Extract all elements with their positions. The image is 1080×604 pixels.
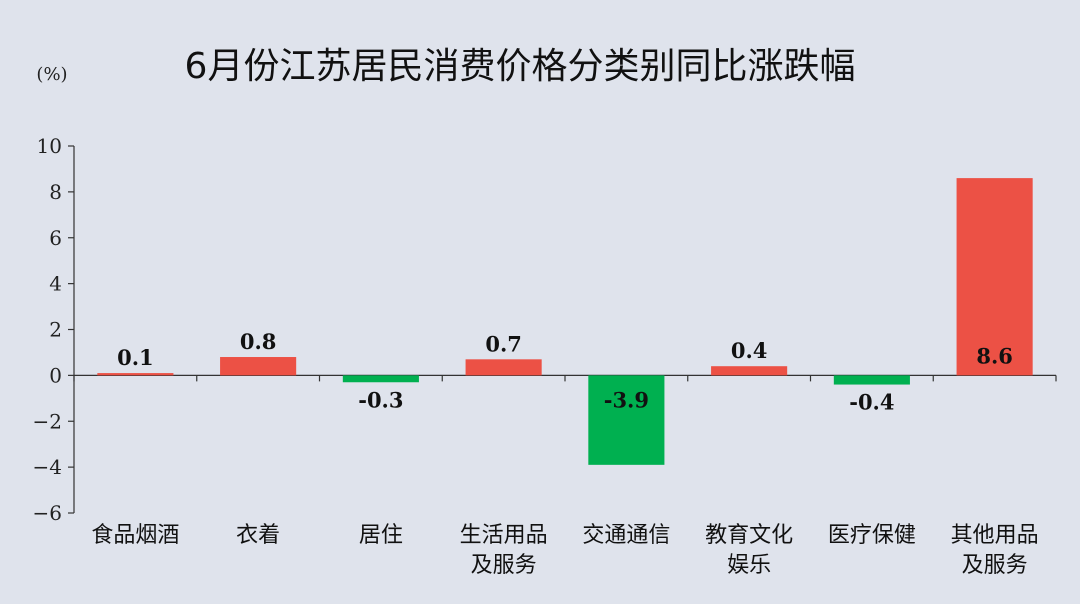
chart-axes: 10 8 6 4 2 0 −2 −4 −6	[33, 134, 1057, 525]
x-category-label: 食品烟酒	[91, 523, 179, 548]
x-category-label: 衣着	[236, 523, 280, 548]
x-category-label: 医疗保健	[828, 523, 916, 548]
y-tick-label: −2	[33, 409, 62, 433]
x-category-label: 教育文化娱乐	[705, 523, 793, 578]
y-tick-label: 0	[49, 363, 62, 387]
x-category-label: 其他用品及服务	[951, 523, 1039, 578]
data-label: -0.4	[849, 390, 894, 415]
y-tick-label: 6	[49, 226, 62, 250]
data-label: -0.3	[358, 387, 403, 412]
bar	[711, 366, 788, 376]
data-label: 0.7	[485, 331, 522, 356]
chart-title: 6月份江苏居民消费价格分类别同比涨跌幅	[185, 46, 856, 87]
y-unit-label: (%)	[36, 64, 67, 85]
data-label: -3.9	[604, 387, 649, 412]
chart-data-labels: 0.1 0.8 -0.3 0.7 -3.9 0.4 -0.4 8.6	[117, 329, 1013, 415]
bar	[220, 357, 297, 376]
bar	[956, 178, 1033, 376]
y-tick-label: −4	[33, 455, 62, 479]
x-category-label: 居住	[359, 523, 403, 548]
y-tick-label: 8	[49, 180, 62, 204]
bar	[465, 359, 542, 376]
chart-bars	[97, 178, 1033, 465]
data-label: 0.1	[117, 345, 154, 370]
y-tick-label: 10	[37, 134, 62, 158]
y-tick-label: −6	[33, 501, 62, 525]
bar	[97, 373, 174, 376]
data-label: 0.8	[240, 329, 277, 354]
bar	[588, 375, 665, 465]
chart-category-labels: 食品烟酒 衣着 居住 生活用品及服务 交通通信 教育文化娱乐 医疗保健 其他用品及服务	[91, 523, 1038, 578]
x-category-label: 交通通信	[582, 523, 670, 548]
bar	[342, 375, 419, 383]
bar	[833, 375, 910, 385]
y-tick-label: 2	[49, 318, 62, 342]
data-label: 8.6	[976, 343, 1013, 368]
y-tick-label: 4	[49, 272, 62, 296]
data-label: 0.4	[731, 338, 768, 363]
x-category-label: 生活用品及服务	[460, 523, 548, 578]
